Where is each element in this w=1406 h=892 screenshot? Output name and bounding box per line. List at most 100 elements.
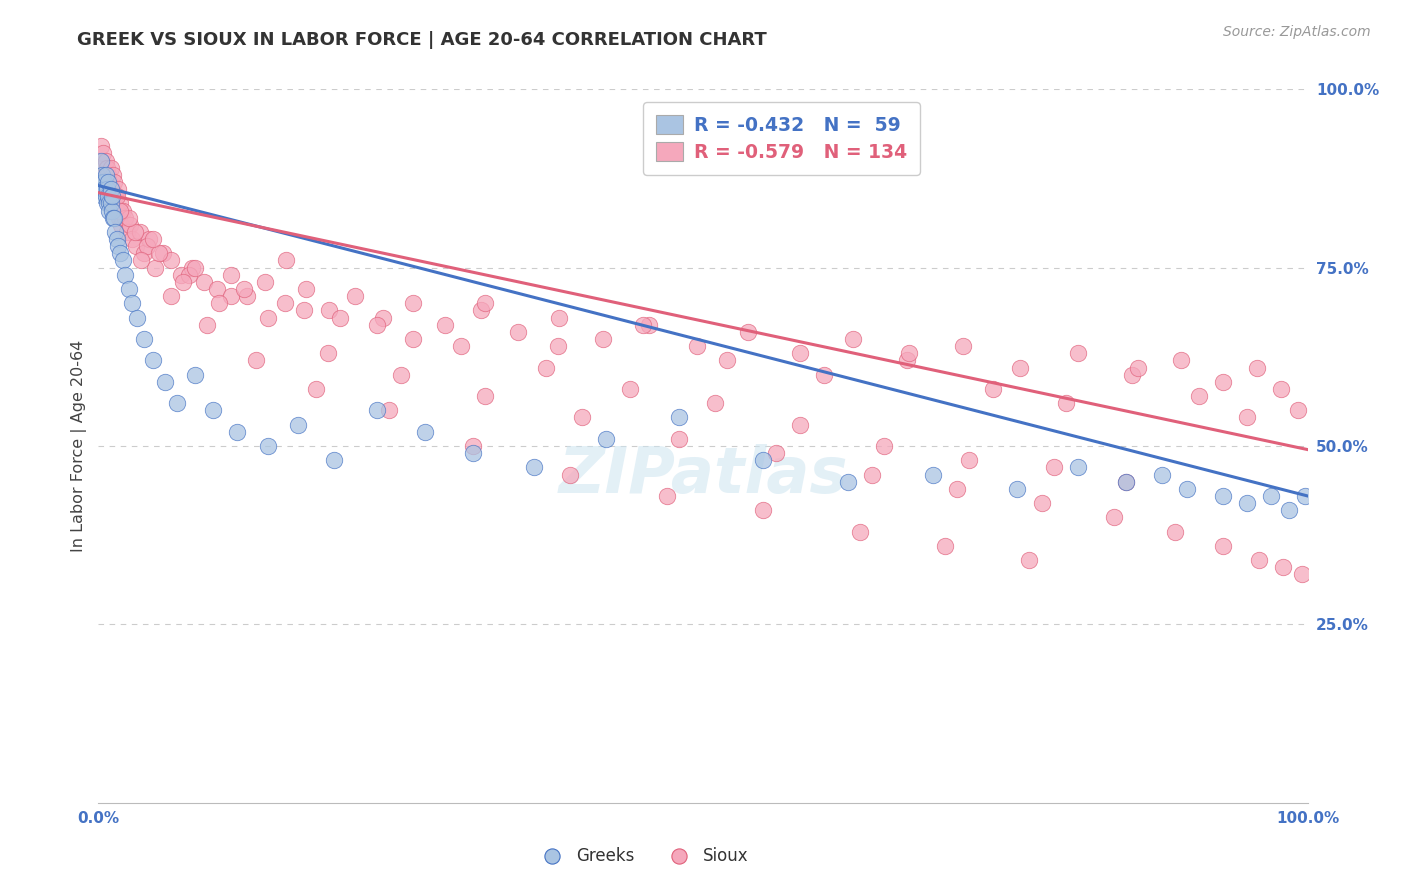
Point [1270,382,1292,396]
Point [1260,489,1282,503]
Point [138,232,160,246]
Point [97,189,120,203]
Point [292,303,315,318]
Point [668,849,690,863]
Point [789,346,811,360]
Point [160,253,183,268]
Point [104,225,127,239]
Point [256,439,278,453]
Point [118,218,141,232]
Point [91,168,114,182]
Point [152,246,174,260]
Point [91,146,114,161]
Point [946,482,969,496]
Point [737,325,759,339]
Point [318,303,340,318]
Point [366,318,388,332]
Point [548,310,571,325]
Point [1236,410,1258,425]
Point [450,339,472,353]
Point [668,410,690,425]
Point [100,189,122,203]
Point [93,168,115,182]
Point [114,211,136,225]
Point [1278,503,1301,517]
Point [94,168,117,182]
Point [169,268,191,282]
Point [765,446,787,460]
Point [118,282,141,296]
Point [470,303,492,318]
Point [716,353,738,368]
Point [105,232,128,246]
Point [93,182,115,196]
Point [981,382,1004,396]
Point [91,189,114,203]
Point [1236,496,1258,510]
Point [118,211,141,225]
Point [110,218,132,232]
Point [100,182,122,196]
Point [371,310,394,325]
Point [125,239,148,253]
Point [208,296,231,310]
Point [193,275,215,289]
Point [134,246,156,260]
Point [184,260,207,275]
Point [256,310,278,325]
Point [1152,467,1174,482]
Point [108,203,131,218]
Point [619,382,641,396]
Point [1042,460,1064,475]
Point [100,182,122,196]
Point [124,225,146,239]
Point [752,453,775,467]
Point [1007,482,1029,496]
Point [789,417,811,432]
Point [1249,553,1271,567]
Point [143,260,166,275]
Point [101,168,124,182]
Point [179,268,201,282]
Point [221,268,243,282]
Legend: R = -0.432   N =  59, R = -0.579   N = 134: R = -0.432 N = 59, R = -0.579 N = 134 [643,103,920,175]
Point [90,153,112,168]
Point [94,153,117,168]
Point [558,467,581,482]
Point [111,253,134,268]
Point [100,203,122,218]
Point [121,296,143,310]
Point [1031,496,1053,510]
Point [637,318,659,332]
Point [329,310,352,325]
Point [842,332,865,346]
Point [1212,375,1234,389]
Point [305,382,328,396]
Point [1294,489,1316,503]
Point [402,332,425,346]
Point [921,467,943,482]
Text: Greeks: Greeks [576,847,634,865]
Point [221,289,243,303]
Point [91,161,114,175]
Point [114,268,136,282]
Point [101,196,124,211]
Point [127,310,149,325]
Point [287,417,309,432]
Point [860,467,883,482]
Point [166,396,188,410]
Point [1067,460,1090,475]
Point [1212,539,1234,553]
Point [128,225,150,239]
Point [343,289,366,303]
Point [273,296,295,310]
Point [1018,553,1040,567]
Point [93,175,115,189]
Point [104,189,127,203]
Point [129,253,152,268]
Point [1115,475,1137,489]
Point [1054,396,1077,410]
Point [98,189,121,203]
Point [205,282,228,296]
Text: Sioux: Sioux [703,847,748,865]
